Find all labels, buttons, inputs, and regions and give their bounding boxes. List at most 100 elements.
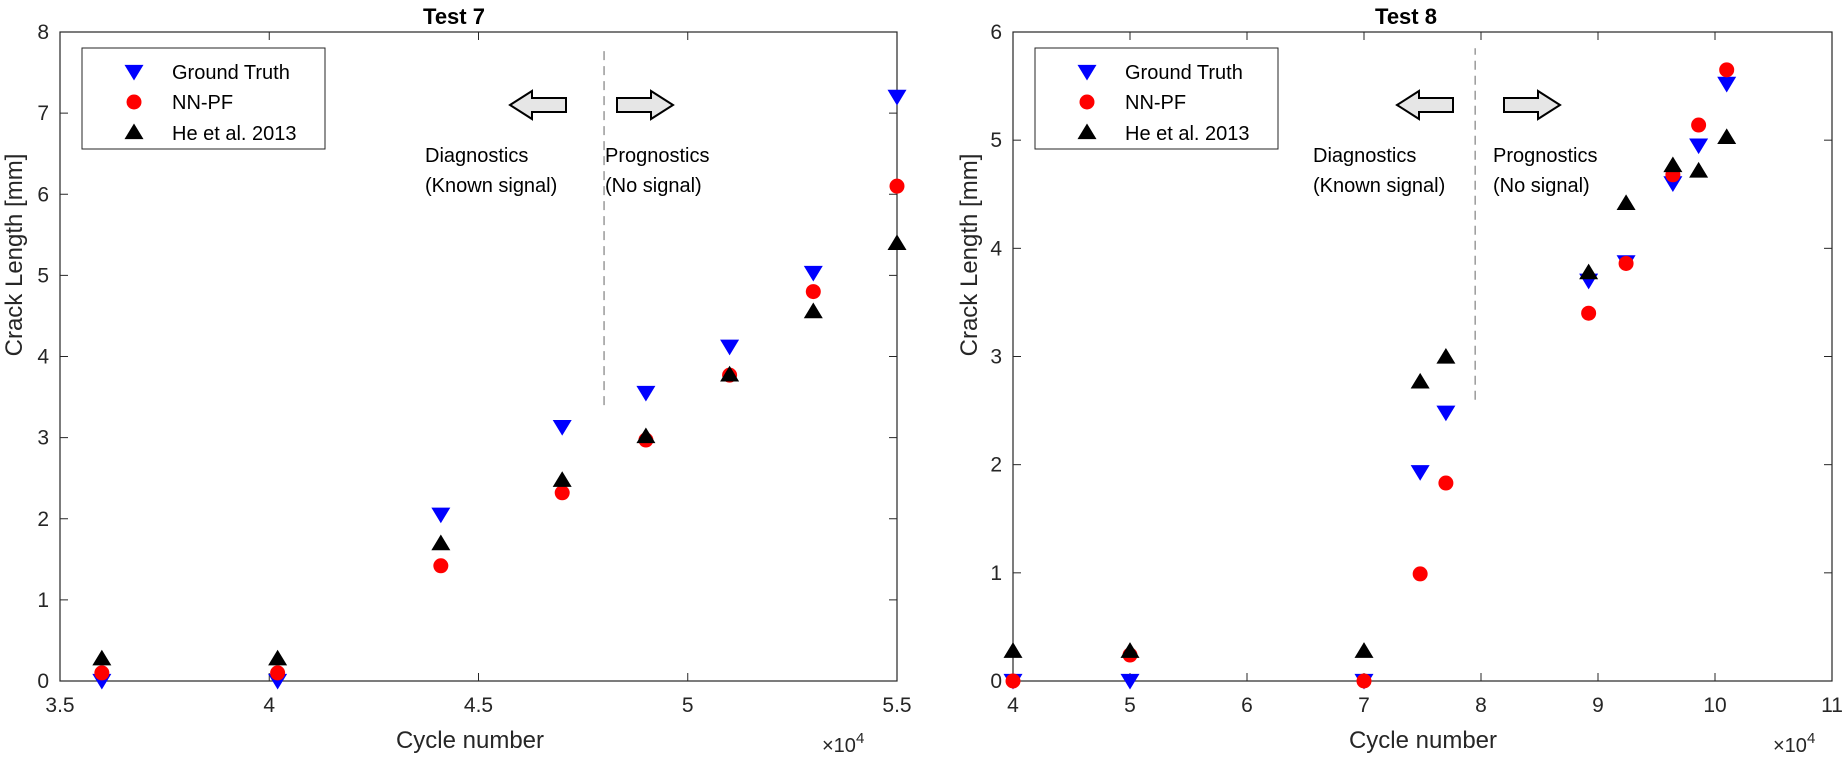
data-point-he-2013	[1120, 642, 1140, 658]
data-point-nn-pf	[1618, 255, 1634, 271]
legend-label-ground-truth: Ground Truth	[172, 62, 290, 84]
annotation-prognostics: Prognostics	[1493, 145, 1598, 167]
data-point-ground-truth	[431, 507, 451, 524]
x-tick-label: 5	[682, 694, 694, 717]
right-arrow-icon	[1503, 89, 1562, 121]
data-point-nn-pf	[270, 665, 286, 681]
data-point-nn-pf	[1412, 566, 1428, 582]
legend-box	[1034, 47, 1279, 150]
data-point-ground-truth	[552, 419, 572, 436]
legend-marker-he-2013	[1077, 123, 1097, 140]
data-point-nn-pf	[1356, 673, 1372, 689]
x-axis-multiplier-exponent: 4	[856, 730, 864, 747]
data-point-he-2013	[803, 302, 823, 319]
data-point-ground-truth	[803, 265, 823, 282]
legend-label-he-2013: He et al. 2013	[1125, 123, 1250, 145]
plot-area: 4 5 6 7 8 9 10 11 0 1 2 3 4 5 6	[990, 21, 1843, 717]
annotation-no-signal: (No signal)	[1493, 175, 1590, 197]
data-point-he-2013	[431, 534, 451, 551]
annotation-known-signal: (Known signal)	[1313, 175, 1445, 197]
data-point-he-2013	[636, 427, 656, 444]
legend-marker-he-2013	[124, 123, 144, 140]
y-tick-label: 3	[37, 427, 49, 450]
data-point-he-2013	[268, 649, 288, 666]
chart-title: Test 8	[1375, 4, 1437, 29]
legend-marker-ground-truth	[1077, 64, 1097, 81]
y-tick-label: 2	[990, 454, 1002, 477]
y-axis-label: Crack Length [mm]	[956, 154, 983, 357]
y-tick-label: 1	[990, 562, 1002, 585]
plot-area: 3.5 4 4.5 5 5.5 0 1 2 3 4 5 6 7 8	[37, 21, 911, 717]
data-point-nn-pf	[805, 284, 821, 300]
data-point-he-2013	[1616, 194, 1636, 211]
data-point-nn-pf	[1691, 117, 1707, 133]
data-point-he-2013	[1354, 642, 1374, 658]
legend-marker-nn-pf	[1079, 94, 1095, 110]
y-tick-label: 4	[990, 237, 1002, 260]
data-point-he-2013	[887, 234, 907, 251]
y-axis-label: Crack Length [mm]	[1, 154, 28, 357]
x-axis-multiplier-base: ×10	[822, 735, 856, 757]
annotation-diagnostics: Diagnostics	[425, 145, 528, 167]
data-point-ground-truth	[636, 385, 656, 402]
data-point-ground-truth	[1120, 673, 1140, 690]
chart-panel-test8: 4 5 6 7 8 9 10 11 0 1 2 3 4 5 6 Test 8 Crack Length [m…	[956, 4, 1843, 757]
data-point-he-2013	[552, 471, 572, 487]
y-tick-label: 1	[37, 589, 49, 612]
chart-title: Test 7	[423, 4, 485, 29]
data-point-he-2013	[1663, 156, 1683, 173]
y-tick-label: 3	[990, 346, 1002, 369]
left-arrow-icon	[1395, 89, 1454, 121]
y-tick-label: 0	[990, 670, 1002, 693]
data-point-he-2013	[1436, 347, 1456, 364]
x-tick-label: 9	[1592, 694, 1604, 717]
x-tick-label: 7	[1358, 694, 1370, 717]
x-tick-label: 4.5	[464, 694, 493, 717]
x-tick-label: 6	[1241, 694, 1253, 717]
x-tick-label: 8	[1475, 694, 1487, 717]
legend-label-nn-pf: NN-PF	[1125, 92, 1186, 114]
data-point-nn-pf	[554, 485, 570, 501]
data-point-nn-pf	[1005, 673, 1021, 689]
data-point-ground-truth	[1689, 138, 1709, 155]
data-point-nn-pf	[1581, 305, 1597, 321]
data-point-ground-truth	[1436, 405, 1456, 422]
annotation-prognostics: Prognostics	[605, 145, 710, 167]
chart-panel-test7: 3.5 4 4.5 5 5.5 0 1 2 3 4 5 6 7 8 Test 7 Crack Length…	[1, 4, 912, 757]
data-point-nn-pf	[1719, 62, 1735, 78]
x-tick-label: 5	[1124, 694, 1136, 717]
x-axis-multiplier-base: ×10	[1773, 735, 1807, 757]
y-tick-label: 8	[37, 21, 49, 44]
right-arrow-icon	[616, 89, 675, 121]
legend-marker-nn-pf	[126, 94, 142, 110]
data-point-nn-pf	[94, 665, 110, 681]
left-arrow-icon	[508, 89, 567, 121]
x-axis-multiplier-exponent: 4	[1807, 730, 1815, 747]
data-point-he-2013	[1579, 263, 1599, 280]
data-point-he-2013	[1717, 128, 1737, 145]
y-tick-label: 2	[37, 508, 49, 531]
data-point-he-2013	[720, 365, 740, 382]
y-tick-label: 0	[37, 670, 49, 693]
data-point-ground-truth	[1410, 465, 1430, 481]
data-point-ground-truth	[887, 89, 907, 106]
x-tick-label: 10	[1703, 694, 1726, 717]
data-point-ground-truth	[1717, 76, 1737, 93]
data-point-he-2013	[92, 649, 112, 666]
annotation-diagnostics: Diagnostics	[1313, 145, 1416, 167]
data-point-he-2013	[1410, 372, 1430, 389]
x-axis-multiplier: ×104	[822, 730, 864, 757]
x-axis-multiplier: ×104	[1773, 730, 1815, 757]
x-tick-label: 4	[263, 694, 275, 717]
data-points	[92, 89, 907, 690]
y-tick-label: 5	[990, 129, 1002, 152]
x-axis-label: Cycle number	[396, 727, 544, 754]
legend-marker-ground-truth	[124, 64, 144, 81]
data-point-nn-pf	[433, 558, 449, 574]
annotation-no-signal: (No signal)	[605, 175, 702, 197]
x-tick-label: 4	[1007, 694, 1019, 717]
legend-box	[81, 47, 326, 150]
y-tick-label: 6	[990, 21, 1002, 44]
legend-label-nn-pf: NN-PF	[172, 92, 233, 114]
